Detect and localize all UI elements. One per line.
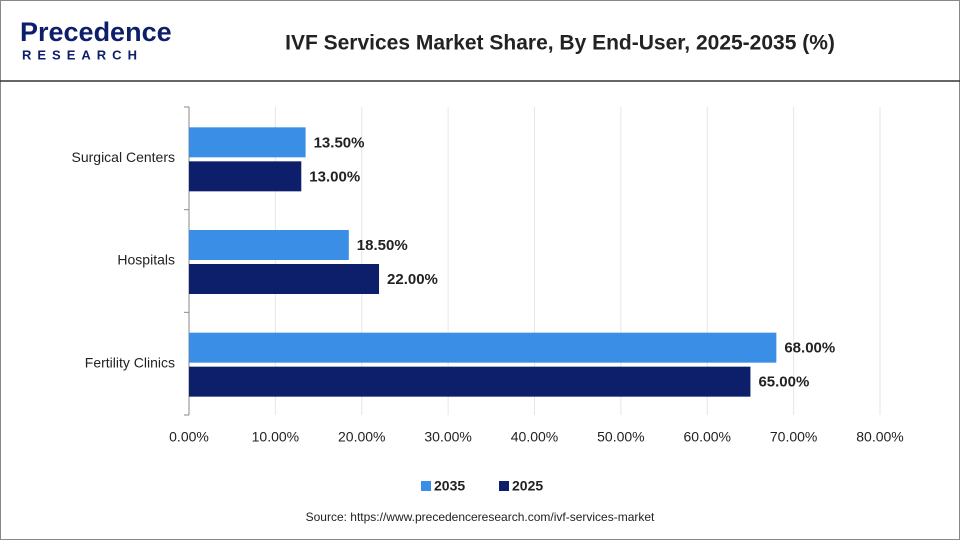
x-tick-label: 50.00%	[597, 429, 644, 445]
legend-swatch	[499, 481, 509, 491]
bar	[189, 264, 380, 294]
value-label: 13.00%	[309, 168, 360, 185]
value-label: 18.50%	[357, 237, 408, 254]
bar	[189, 332, 777, 363]
chart-title: IVF Services Market Share, By End-User, …	[285, 32, 835, 55]
x-tick-label: 60.00%	[684, 429, 731, 445]
bar	[189, 230, 349, 260]
logo-sub: RESEARCH	[22, 47, 143, 62]
logo-name: Precedence	[20, 17, 172, 47]
x-tick-label: 40.00%	[511, 429, 558, 445]
x-tick-label: 30.00%	[424, 429, 471, 445]
x-tick-label: 10.00%	[252, 429, 299, 445]
value-label: 13.50%	[314, 134, 365, 151]
bar	[189, 161, 302, 192]
x-tick-label: 0.00%	[169, 429, 209, 445]
legend-swatch	[421, 481, 431, 491]
value-label: 22.00%	[387, 271, 438, 288]
source: Source: https://www.precedenceresearch.c…	[306, 510, 655, 524]
value-label: 68.00%	[784, 340, 835, 357]
legend-label: 2035	[434, 478, 465, 494]
x-tick-label: 80.00%	[856, 429, 903, 445]
bar	[189, 366, 751, 397]
bar	[189, 127, 306, 158]
x-tick-label: 20.00%	[338, 429, 385, 445]
y-tick-label: Surgical Centers	[72, 149, 176, 165]
legend-label: 2025	[512, 478, 543, 494]
y-tick-label: Hospitals	[117, 252, 175, 268]
value-label: 65.00%	[758, 374, 809, 391]
x-tick-label: 70.00%	[770, 429, 817, 445]
y-tick-label: Fertility Clinics	[85, 354, 175, 370]
